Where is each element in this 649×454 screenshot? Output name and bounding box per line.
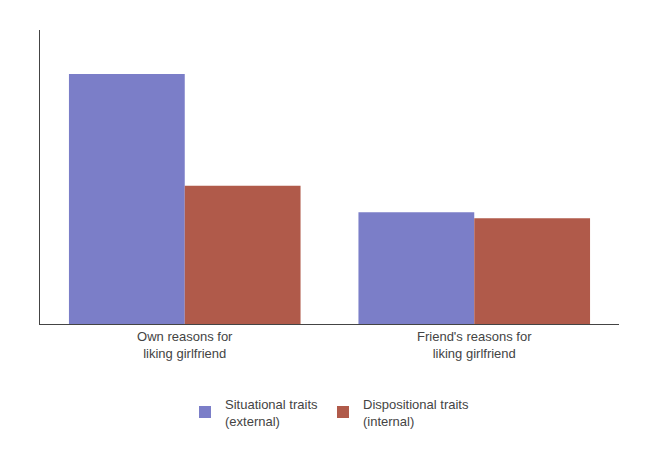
- svg-text:Friend's reasons forliking gir: Friend's reasons forliking girlfriend: [417, 329, 532, 361]
- svg-text:Dispositional traits(internal): Dispositional traits(internal): [363, 397, 469, 429]
- svg-text:Situational traits(external): Situational traits(external): [225, 397, 318, 429]
- svg-text:Own reasons forliking girlfrie: Own reasons forliking girlfriend: [137, 329, 233, 361]
